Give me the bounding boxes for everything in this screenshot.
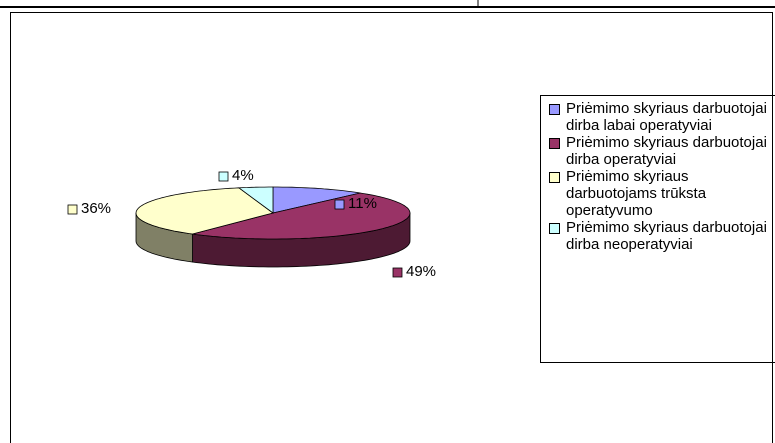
data-label: 49% — [406, 263, 436, 280]
label-key — [392, 267, 403, 278]
legend: Priėmimo skyriaus darbuotojai dirba laba… — [540, 95, 775, 363]
data-label: 36% — [81, 200, 111, 217]
slice — [237, 186, 274, 214]
legend-item: Priėmimo skyriaus darbuotojai dirba oper… — [549, 134, 775, 168]
legend-label: Priėmimo skyriaus darbuotojai dirba neop… — [566, 219, 767, 253]
legend-key — [549, 223, 560, 234]
legend-key — [549, 104, 560, 115]
data-label: 11% — [348, 195, 377, 212]
legend-item: Priėmimo skyriaus darbuotojai dirba neop… — [549, 219, 775, 253]
legend-label: Priėmimo skyriaus darbuotojams trūksta o… — [566, 168, 707, 219]
slice — [135, 187, 274, 235]
label-key — [334, 199, 345, 210]
label-key — [67, 204, 78, 215]
chart-frame — [10, 12, 773, 443]
legend-item: Priėmimo skyriaus darbuotojai dirba laba… — [549, 100, 775, 134]
slice — [272, 186, 361, 214]
slice — [192, 192, 411, 240]
legend-item: Priėmimo skyriaus darbuotojams trūksta o… — [549, 168, 775, 219]
legend-label: Priėmimo skyriaus darbuotojai dirba oper… — [566, 134, 767, 168]
label-key — [218, 171, 229, 182]
legend-key — [549, 138, 560, 149]
data-label: 4% — [232, 167, 254, 184]
legend-key — [549, 172, 560, 183]
legend-label: Priėmimo skyriaus darbuotojai dirba laba… — [566, 100, 767, 134]
